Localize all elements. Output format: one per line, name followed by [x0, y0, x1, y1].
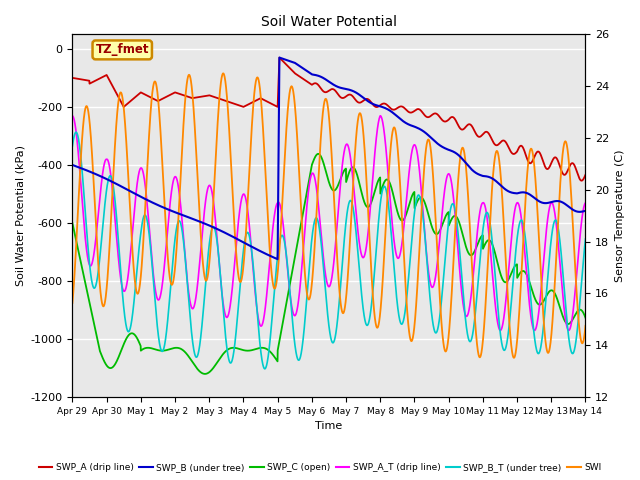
X-axis label: Time: Time	[316, 421, 342, 432]
Legend: SWP_A (drip line), SWP_B (under tree), SWP_C (open), SWP_A_T (drip line), SWP_B_: SWP_A (drip line), SWP_B (under tree), S…	[35, 459, 605, 476]
Text: TZ_fmet: TZ_fmet	[95, 43, 149, 57]
Y-axis label: Soil Water Potential (kPa): Soil Water Potential (kPa)	[15, 145, 25, 286]
Title: Soil Water Potential: Soil Water Potential	[261, 15, 397, 29]
Y-axis label: Sensor Temperature (C): Sensor Temperature (C)	[615, 149, 625, 282]
